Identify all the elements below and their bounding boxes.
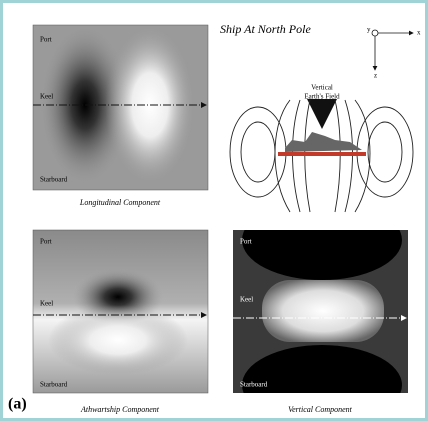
figure: Port Keel Starboard Longitudinal Compone… [0, 0, 428, 421]
vertical-panel: Port Keel Starboard [233, 200, 408, 421]
caption: Athwartship Component [80, 405, 160, 414]
caption: Vertical Component [288, 405, 353, 414]
starboard-label: Starboard [40, 381, 68, 389]
axis-y: y [367, 26, 371, 34]
port-label: Port [40, 36, 52, 44]
starboard-label: Starboard [40, 176, 68, 184]
field-label: Vertical [311, 84, 333, 92]
keel-label: Keel [240, 296, 253, 304]
keel-label: Keel [40, 300, 53, 308]
port-label: Port [240, 238, 252, 246]
caption: Longitudinal Component [79, 198, 161, 207]
port-label: Port [40, 238, 52, 246]
figure-label: (a) [8, 396, 27, 413]
starboard-label: Starboard [240, 381, 268, 389]
athwartship-panel: Port Keel Starboard [33, 230, 208, 393]
field-label: Earth's Field [304, 93, 340, 101]
axis-z: z [374, 72, 377, 80]
keel-label: Keel [40, 93, 53, 101]
longitudinal-panel: Port Keel Starboard [33, 25, 208, 190]
diagram-title: Ship At North Pole [220, 22, 311, 36]
axis-x: x [417, 29, 421, 37]
